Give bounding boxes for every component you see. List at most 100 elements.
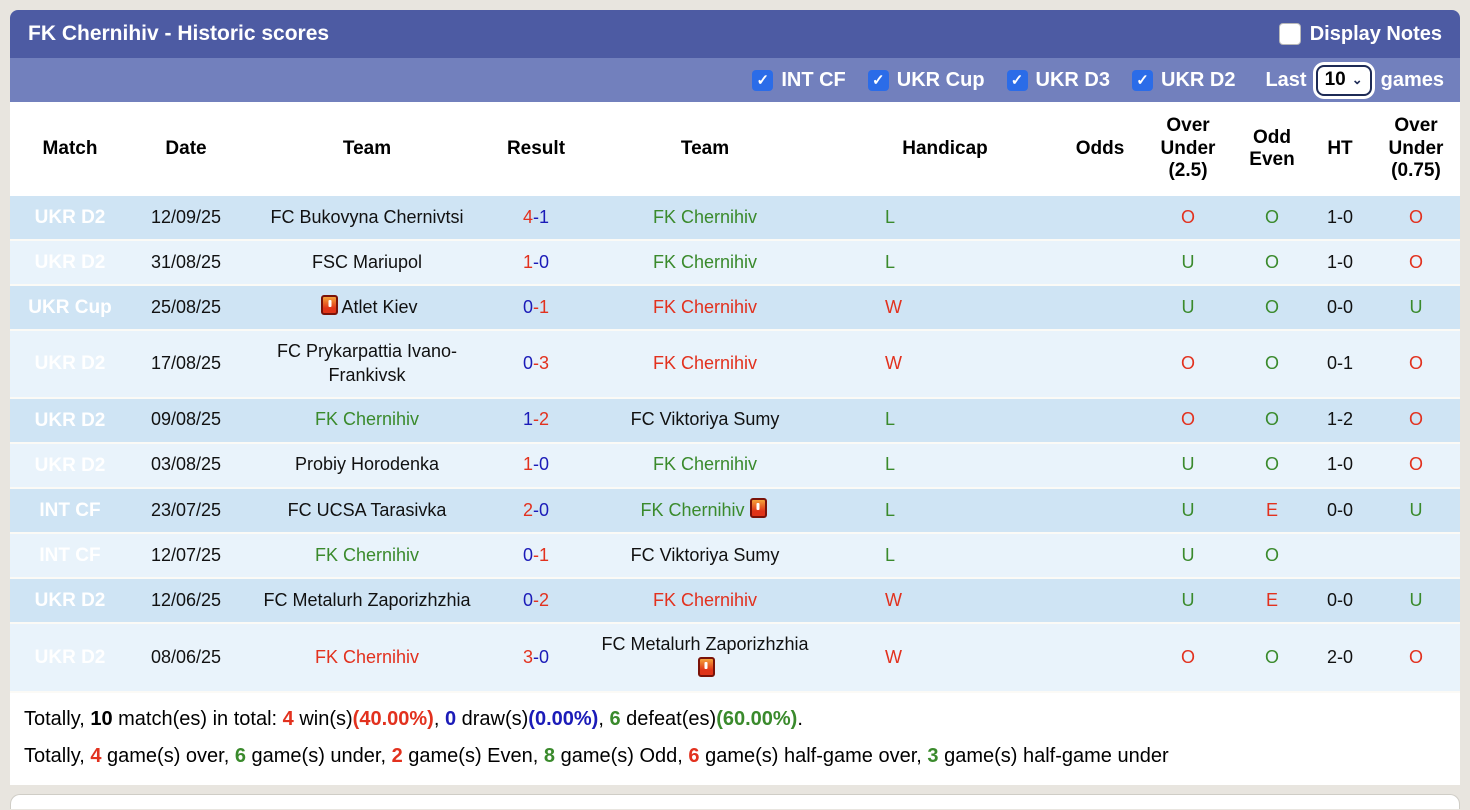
league-badge: UKR D2	[10, 623, 130, 693]
odd-even-cell: O	[1236, 330, 1308, 399]
match-date: 03/08/25	[130, 442, 242, 489]
display-notes-group: Display Notes	[1278, 22, 1442, 46]
away-team: FC Metalurh Zaporizhzhia	[580, 623, 830, 693]
table-row: INT CF 12/07/25 FK Chernihiv 0-1 FC Vikt…	[10, 532, 1460, 580]
chevron-down-icon: ⌄	[1351, 72, 1363, 87]
league-badge: INT CF	[10, 532, 130, 580]
over-under-25-cell: O	[1140, 623, 1236, 693]
over-under-075-cell: U	[1372, 285, 1460, 332]
table-row: UKR D2 08/06/25 FK Chernihiv 3-0 FC Meta…	[10, 623, 1460, 693]
over-under-25-cell: O	[1140, 330, 1236, 399]
match-date: 12/09/25	[130, 196, 242, 242]
odd-even-cell: O	[1236, 196, 1308, 242]
home-team: FK Chernihiv	[242, 532, 492, 580]
display-notes-label: Display Notes	[1309, 22, 1442, 45]
page-title: FK Chernihiv - Historic scores	[28, 22, 330, 45]
historic-scores-table: Match Date Team Result Team Handicap Odd…	[10, 102, 1460, 693]
match-date: 08/06/25	[130, 623, 242, 693]
handicap-cell: L	[830, 196, 1060, 242]
away-team: FC Viktoriya Sumy	[580, 532, 830, 580]
match-date: 23/07/25	[130, 487, 242, 534]
handicap-cell: L	[830, 397, 1060, 444]
table-row: UKR D2 12/09/25 FC Bukovyna Chernivtsi 4…	[10, 196, 1460, 242]
away-team: FK Chernihiv	[580, 442, 830, 489]
odds-cell	[1060, 196, 1140, 242]
checkbox-checked-icon[interactable]	[1006, 69, 1028, 91]
last-label: Last	[1265, 68, 1307, 91]
filter-ukr-d2: UKR D2	[1132, 69, 1235, 92]
over-under-25-cell: O	[1140, 196, 1236, 242]
col-header-team2: Team	[680, 137, 730, 159]
result: 0-1	[492, 285, 580, 332]
odd-even-cell: E	[1236, 487, 1308, 534]
red-card-icon	[749, 498, 767, 519]
ht-cell: 0-0	[1308, 487, 1372, 534]
odds-cell	[1060, 285, 1140, 332]
result: 1-0	[492, 442, 580, 489]
over-under-25-cell: U	[1140, 285, 1236, 332]
match-date: 31/08/25	[130, 240, 242, 287]
odds-cell	[1060, 532, 1140, 580]
table-row: UKR D2 17/08/25 FC Prykarpattia Ivano-Fr…	[10, 330, 1460, 399]
summary-line-1: Totally, 10 match(es) in total: 4 win(s)…	[24, 707, 803, 730]
filter-ukr-d3: UKR D3	[1006, 69, 1110, 92]
home-team: FSC Mariupol	[242, 240, 492, 287]
home-team: FC Bukovyna Chernivtsi	[242, 196, 492, 242]
league-badge: UKR D2	[10, 442, 130, 489]
over-under-075-cell: O	[1372, 397, 1460, 444]
col-header-over-under-25: Over Under (2.5)	[1160, 115, 1216, 182]
over-under-25-cell: U	[1140, 240, 1236, 287]
table-row: UKR D2 09/08/25 FK Chernihiv 1-2 FC Vikt…	[10, 397, 1460, 444]
result: 1-0	[492, 240, 580, 287]
col-header-odd-even: Odd Even	[1249, 126, 1295, 170]
result: 0-1	[492, 532, 580, 580]
display-notes-checkbox[interactable]	[1278, 23, 1301, 45]
away-team: FK Chernihiv	[580, 578, 830, 625]
red-card-icon	[321, 295, 339, 316]
result: 2-0	[492, 487, 580, 534]
col-header-ht: HT	[1327, 137, 1353, 159]
checkbox-checked-icon[interactable]	[1132, 69, 1153, 91]
filter-label: UKR Cup	[896, 68, 985, 91]
table-row: UKR Cup 25/08/25 Atlet Kiev 0-1 FK Chern…	[10, 285, 1460, 332]
handicap-cell: W	[830, 578, 1060, 625]
ht-cell	[1308, 532, 1372, 580]
home-team: FK Chernihiv	[242, 397, 492, 444]
filter-ukr-cup: UKR Cup	[867, 68, 985, 92]
odd-even-cell: E	[1236, 578, 1308, 625]
result: 1-2	[492, 397, 580, 444]
over-under-075-cell	[1372, 532, 1460, 580]
ht-cell: 1-2	[1308, 397, 1372, 444]
match-date: 17/08/25	[130, 330, 242, 399]
table-row: UKR D2 03/08/25 Probiy Horodenka 1-0 FK …	[10, 442, 1460, 489]
match-date: 25/08/25	[130, 285, 242, 332]
odd-even-cell: O	[1236, 240, 1308, 287]
col-header-team1: Team	[342, 137, 392, 159]
home-team: Probiy Horodenka	[242, 442, 492, 489]
odds-cell	[1060, 578, 1140, 625]
league-badge: UKR D2	[10, 397, 130, 444]
summary-line-2: Totally, 4 game(s) over, 6 game(s) under…	[24, 744, 1169, 767]
odds-cell	[1060, 397, 1140, 444]
away-team: FC Viktoriya Sumy	[580, 397, 830, 444]
filter-label: UKR D2	[1161, 68, 1236, 91]
result: 0-3	[492, 330, 580, 399]
checkbox-checked-icon[interactable]	[752, 69, 774, 91]
odd-even-cell: O	[1236, 532, 1308, 580]
ht-cell: 0-0	[1308, 285, 1372, 332]
result: 3-0	[492, 623, 580, 693]
handicap-cell: L	[830, 487, 1060, 534]
over-under-075-cell: O	[1372, 240, 1460, 287]
odds-cell	[1060, 487, 1140, 534]
match-date: 12/06/25	[130, 578, 242, 625]
over-under-075-cell: O	[1372, 196, 1460, 242]
handicap-cell: L	[830, 240, 1060, 287]
checkbox-checked-icon[interactable]	[867, 69, 889, 91]
odd-even-cell: O	[1236, 442, 1308, 489]
ht-cell: 0-1	[1308, 330, 1372, 399]
col-header-over-under-075: Over Under (0.75)	[1388, 115, 1444, 182]
filter-label: INT CF	[781, 68, 846, 91]
last-games-select[interactable]: 10 ⌄	[1315, 64, 1372, 96]
away-team: FK Chernihiv	[580, 240, 830, 287]
table-row: UKR D2 12/06/25 FC Metalurh Zaporizhzhia…	[10, 578, 1460, 625]
